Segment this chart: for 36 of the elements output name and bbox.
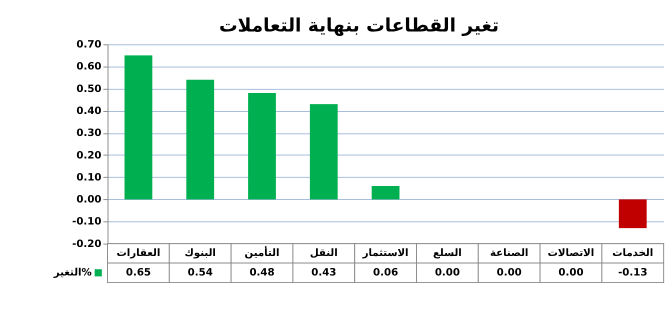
legend-label: التغير% <box>52 268 92 279</box>
text: 0.00 <box>558 268 584 279</box>
bar <box>186 80 214 200</box>
text: 0.06 <box>373 268 398 279</box>
bar <box>248 93 276 200</box>
bar <box>124 55 152 200</box>
x-tick-label: الخدمات <box>612 248 654 260</box>
y-tick-label: -0.20 <box>72 238 102 250</box>
x-tick-label: البنوك <box>184 248 216 260</box>
y-tick-label: 0.10 <box>76 172 102 184</box>
y-tick-label: 0.60 <box>76 62 102 73</box>
x-tick-label: الاستثمار <box>362 248 409 260</box>
text: 0.43 <box>311 268 336 279</box>
y-tick-label: 0.40 <box>76 106 102 118</box>
y-tick-label: 0.30 <box>76 128 102 140</box>
text: 0.48 <box>249 268 275 279</box>
x-tick-label: العقارات <box>116 248 160 260</box>
x-tick-label: التأمين <box>244 245 280 260</box>
y-tick-label: 0.20 <box>76 150 102 162</box>
y-tick-label: -0.10 <box>72 216 102 228</box>
text: 0.00 <box>496 268 522 279</box>
text: 0.65 <box>126 268 151 279</box>
y-tick-label: 0.00 <box>76 194 102 206</box>
text: 0.00 <box>434 268 460 279</box>
chart-title: تغير القطاعات بنهاية التعاملات <box>219 15 499 36</box>
text: -0.13 <box>618 268 648 279</box>
x-tick-label: الاتصالات <box>548 248 594 260</box>
y-tick-label: 0.50 <box>76 84 102 95</box>
text: 0.54 <box>188 268 213 279</box>
x-tick-label: الصناعة <box>490 248 528 260</box>
y-tick-label: 0.70 <box>76 40 102 51</box>
bar <box>310 104 338 200</box>
bar <box>618 199 647 228</box>
bar <box>372 186 400 200</box>
x-tick-label: النقل <box>310 248 338 260</box>
x-tick-label: السلع <box>432 248 462 260</box>
